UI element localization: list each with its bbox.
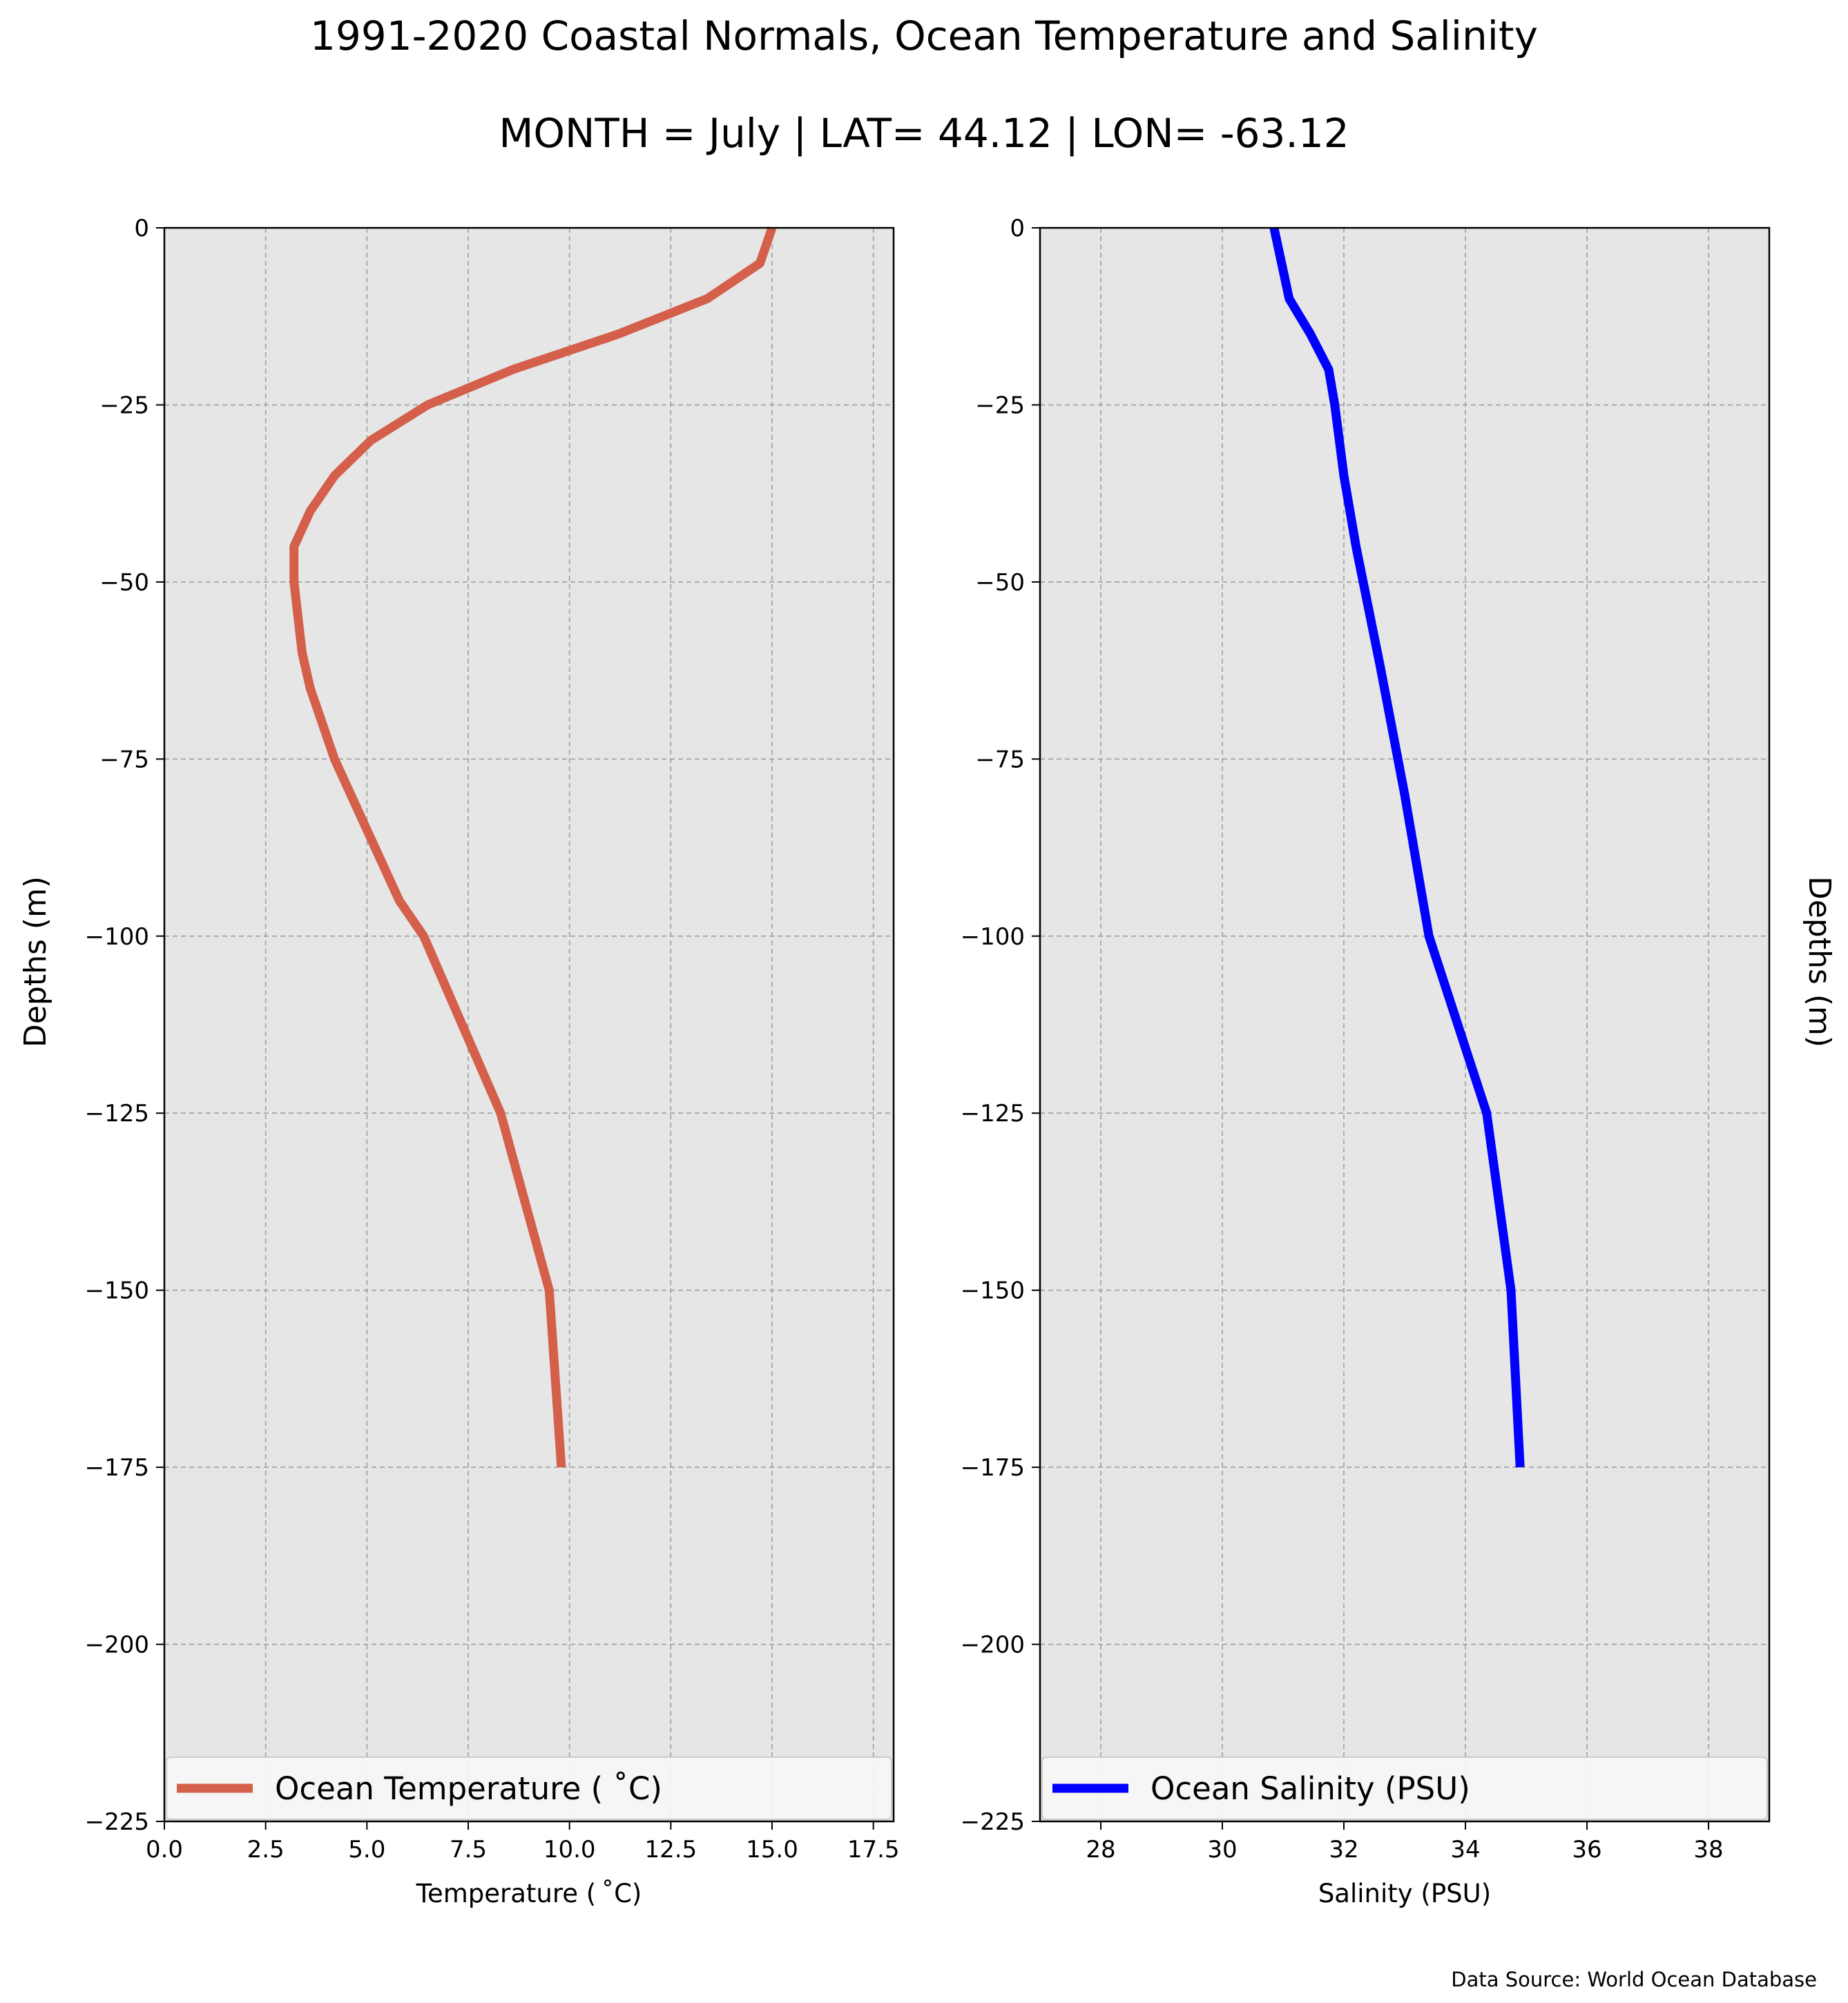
data-source-note: Data Source: World Ocean Database (1451, 1968, 1817, 1991)
y-tick-label: −75 (99, 746, 149, 773)
plot-frame (1039, 226, 1771, 1823)
y-tick-label: −175 (85, 1454, 149, 1482)
legend-label: Ocean Temperature ( ˚C) (275, 1770, 662, 1807)
x-tick-label: 28 (1086, 1836, 1115, 1864)
x-axis-label: Salinity (PSU) (1318, 1879, 1491, 1908)
y-tick-label: −150 (961, 1277, 1025, 1305)
x-tick-label: 0.0 (146, 1836, 183, 1864)
x-tick-label: 10.0 (543, 1836, 596, 1864)
x-tick-label: 2.5 (247, 1836, 285, 1864)
y-tick-label: −75 (975, 746, 1025, 773)
x-tick-label: 7.5 (450, 1836, 487, 1864)
y-tick-label: −25 (975, 391, 1025, 419)
plot-background (164, 228, 894, 1821)
figure-title: 1991-2020 Coastal Normals, Ocean Tempera… (310, 12, 1538, 59)
right-y-axis-label: Depths (m) (1802, 876, 1837, 1047)
plot-frame (163, 226, 895, 1823)
y-tick-label: −25 (99, 391, 149, 419)
figure-subtitle: MONTH = July | LAT= 44.12 | LON= -63.12 (499, 110, 1349, 157)
plot-background (1040, 228, 1769, 1821)
y-tick-label: 0 (134, 215, 149, 242)
y-tick-label: −125 (961, 1100, 1025, 1128)
x-tick-label: 38 (1693, 1836, 1723, 1864)
y-tick-label: −50 (99, 569, 149, 597)
y-tick-label: −150 (85, 1277, 149, 1305)
y-tick-label: −125 (85, 1100, 149, 1128)
series-line-0 (289, 226, 777, 1468)
y-tick-label: −225 (85, 1808, 149, 1836)
y-tick-label: −100 (85, 923, 149, 951)
y-tick-label: −50 (975, 569, 1025, 597)
x-tick-label: 17.5 (847, 1836, 900, 1864)
y-tick-label: 0 (1010, 215, 1025, 242)
left-y-axis-label: Depths (m) (18, 876, 53, 1047)
legend-box (1041, 1757, 1768, 1820)
y-tick-label: −175 (961, 1454, 1025, 1482)
temperature-panel: Ocean Temperature ( ˚C) 0.0 2.5 5.0 7.5 10.0 1… (85, 215, 900, 1908)
x-tick-label: 36 (1572, 1836, 1601, 1864)
x-tick-label: 32 (1329, 1836, 1358, 1864)
x-tick-label: 34 (1450, 1836, 1480, 1864)
legend-box (166, 1757, 892, 1820)
y-tick-label: −225 (961, 1808, 1025, 1836)
y-tick-label: −100 (961, 923, 1025, 951)
y-tick-label: −200 (961, 1632, 1025, 1659)
x-axis-label: Temperature ( ˚C) (416, 1879, 642, 1908)
series-line-0 (1269, 226, 1525, 1468)
salinity-panel: Ocean Salinity (PSU) 28 30 32 34 36 38 0 −25 −50 −… (961, 215, 1771, 1908)
x-tick-label: 5.0 (348, 1836, 385, 1864)
x-tick-label: 30 (1207, 1836, 1237, 1864)
x-tick-label: 12.5 (644, 1836, 697, 1864)
x-tick-label: 15.0 (746, 1836, 798, 1864)
y-tick-label: −200 (85, 1632, 149, 1659)
legend-label: Ocean Salinity (PSU) (1151, 1770, 1470, 1807)
